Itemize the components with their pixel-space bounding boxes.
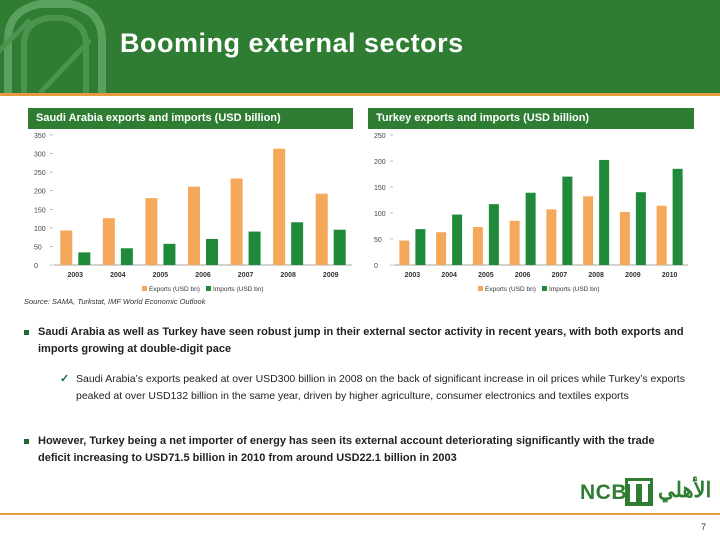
ncb-logo-arabic: الأهلي — [658, 479, 712, 502]
legend-swatch-exports — [142, 286, 147, 291]
saudi-chart-title: Saudi Arabia exports and imports (USD bi… — [28, 108, 353, 129]
ncb-emblem-icon — [625, 478, 653, 506]
bullet-2-text: However, Turkey being a net importer of … — [38, 435, 655, 464]
exports-bar — [619, 211, 630, 265]
header-bar — [0, 0, 720, 93]
x-tick-label: 2006 — [195, 272, 211, 279]
x-tick-label: 2003 — [67, 272, 83, 279]
x-tick-label: 2009 — [625, 272, 641, 279]
legend-label-exports: Exports (USD bn) — [485, 286, 536, 293]
y-tick-label: 150 — [34, 207, 46, 214]
imports-bar — [525, 192, 536, 265]
exports-bar — [188, 186, 200, 265]
bullet-square-icon — [24, 330, 29, 335]
legend-swatch-imports — [542, 286, 547, 291]
ncb-logo-text: NCB — [580, 481, 627, 504]
exports-bar — [436, 232, 447, 265]
source-note: Source: SAMA, Turkstat, IMF World Econom… — [24, 297, 206, 306]
bullet-square-icon — [24, 439, 29, 444]
imports-bar — [333, 229, 346, 265]
exports-bar — [546, 209, 557, 265]
y-tick-label: 100 — [34, 226, 46, 233]
header-divider — [0, 93, 720, 96]
imports-bar — [488, 204, 499, 265]
imports-bar — [248, 231, 261, 265]
exports-bar — [60, 230, 73, 265]
legend-label-exports: Exports (USD bn) — [149, 286, 200, 293]
bullet-1-text: Saudi Arabia as well as Turkey have seen… — [38, 326, 684, 355]
exports-bar — [399, 240, 410, 265]
checkmark-icon: ✓ — [60, 373, 70, 385]
x-tick-label: 2003 — [405, 272, 421, 279]
page-title: Booming external sectors — [120, 28, 464, 58]
y-tick-label: 0 — [374, 263, 378, 270]
x-tick-label: 2004 — [110, 272, 126, 279]
y-tick-label: 150 — [374, 185, 386, 192]
exports-bar — [509, 220, 520, 265]
x-tick-label: 2004 — [441, 272, 457, 279]
x-tick-label: 2008 — [588, 272, 604, 279]
imports-bar — [599, 159, 610, 265]
x-tick-label: 2005 — [153, 272, 169, 279]
y-tick-label: 200 — [374, 159, 386, 166]
imports-bar — [562, 176, 573, 265]
x-tick-label: 2005 — [478, 272, 494, 279]
imports-bar — [291, 222, 304, 265]
imports-bar — [672, 168, 683, 265]
saudi-bar-chart: 0 50 100 150 200 250 300 350 2003 2004 2005 2006 200… — [34, 133, 352, 293]
ncb-logo: NCB الأهلي — [574, 474, 711, 510]
exports-bar — [583, 196, 594, 265]
y-tick-label: 0 — [34, 263, 38, 270]
x-tick-label: 2007 — [238, 272, 254, 279]
imports-bar — [163, 243, 176, 265]
footer-divider — [0, 513, 720, 515]
exports-bar — [656, 205, 667, 265]
exports-bar — [273, 148, 286, 265]
y-tick-label: 200 — [34, 189, 46, 196]
page-number: 7 — [700, 522, 706, 532]
x-tick-label: 2008 — [280, 272, 296, 279]
exports-bar — [230, 178, 243, 265]
imports-bar — [635, 192, 646, 265]
x-tick-label: 2007 — [552, 272, 568, 279]
y-tick-label: 100 — [374, 211, 386, 218]
y-tick-label: 50 — [374, 237, 382, 244]
imports-bar — [452, 214, 463, 265]
exports-bar — [472, 227, 483, 265]
x-tick-label: 2009 — [323, 272, 339, 279]
imports-bar — [415, 229, 426, 265]
imports-bar — [78, 252, 91, 265]
legend-swatch-exports — [478, 286, 483, 291]
header-arch-logo-icon — [0, 0, 106, 93]
turkey-chart-title: Turkey exports and imports (USD billion) — [368, 108, 694, 129]
legend-label-imports: Imports (USD bn) — [213, 286, 264, 293]
header: Booming external sectors — [0, 0, 720, 100]
exports-bar — [102, 218, 115, 265]
legend-swatch-imports — [206, 286, 211, 291]
y-tick-label: 250 — [34, 170, 46, 177]
y-tick-label: 250 — [374, 133, 386, 140]
y-tick-label: 50 — [34, 244, 42, 251]
exports-bar — [315, 193, 328, 265]
imports-bar — [120, 248, 133, 265]
x-tick-label: 2006 — [515, 272, 531, 279]
y-tick-label: 350 — [34, 133, 46, 140]
turkey-bar-chart: 0 50 100 150 200 250 2003 2004 2005 2006 2007 2008 2… — [374, 133, 688, 293]
legend-label-imports: Imports (USD bn) — [549, 286, 600, 293]
exports-bar — [145, 198, 158, 265]
y-tick-label: 300 — [34, 152, 46, 159]
imports-bar — [206, 239, 218, 265]
sub-bullet-1-text: Saudi Arabia’s exports peaked at over US… — [76, 373, 685, 402]
x-tick-label: 2010 — [662, 272, 678, 279]
